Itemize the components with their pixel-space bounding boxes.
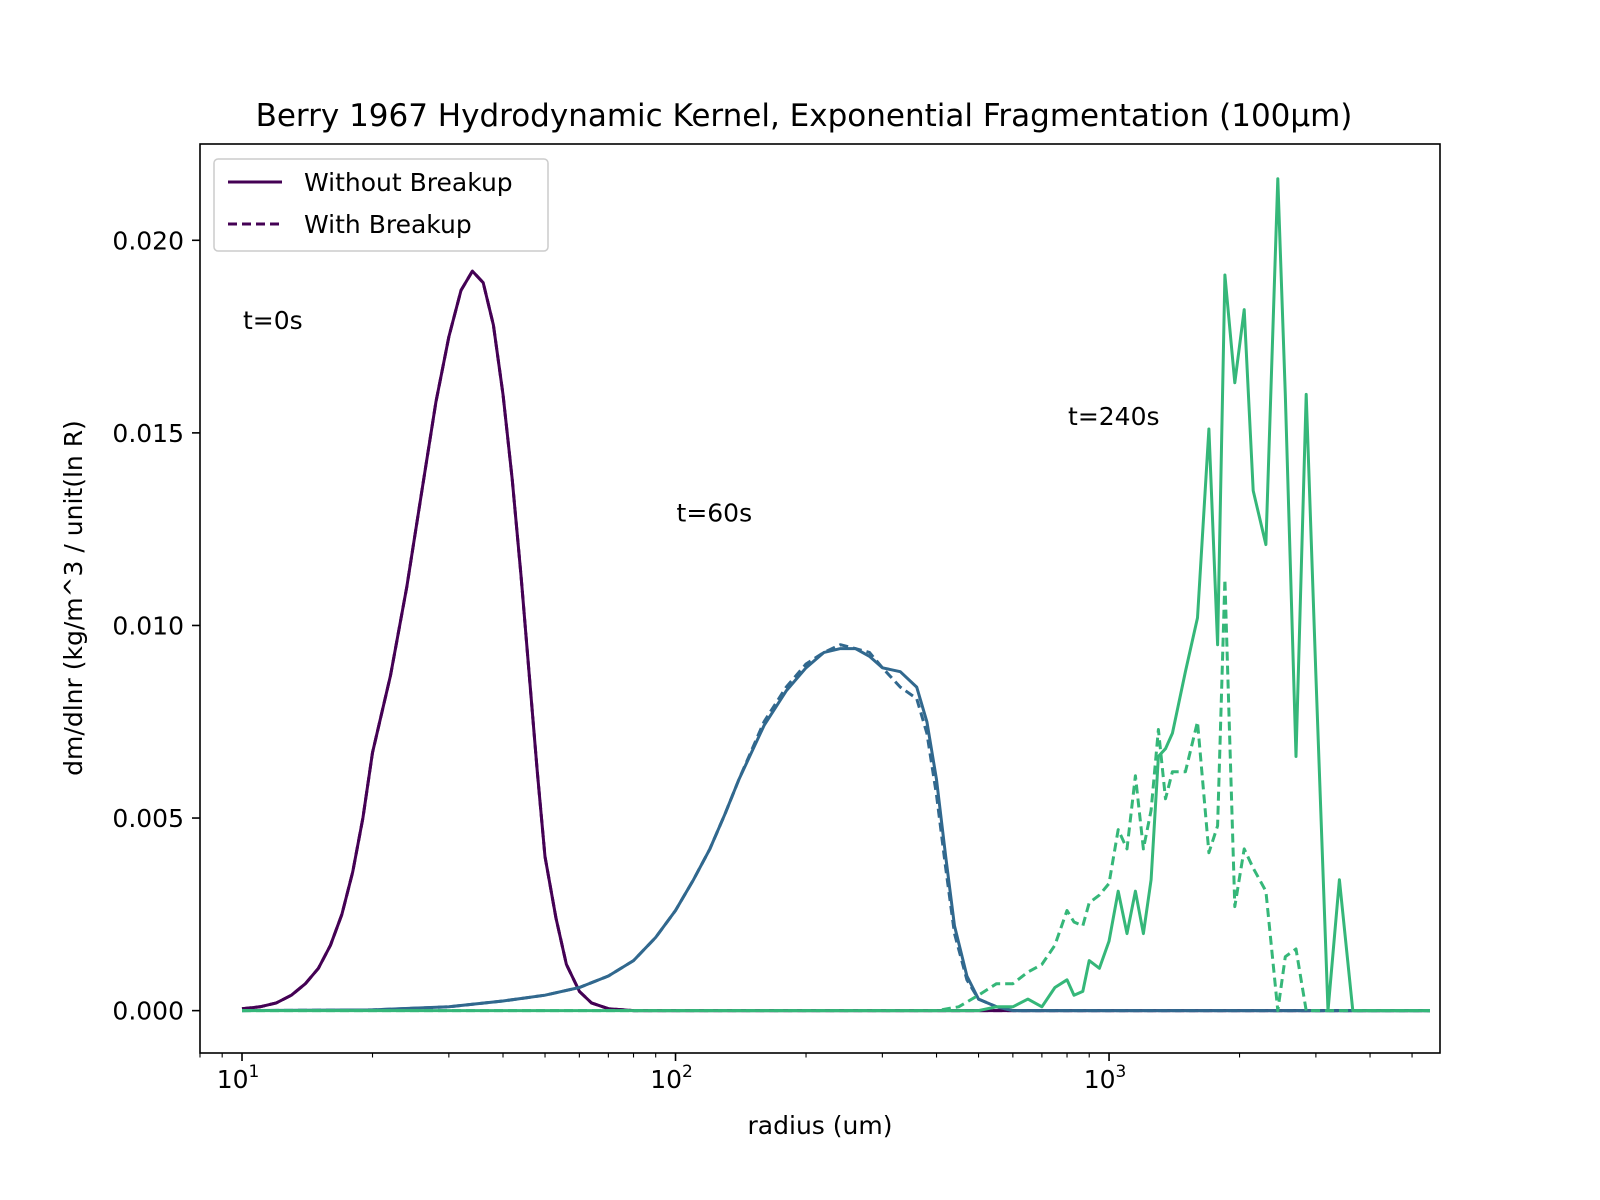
series-line-t0-dashed xyxy=(241,269,1430,1013)
x-tick-label: 102 xyxy=(650,1062,693,1094)
series-line-t240-dashed xyxy=(242,577,1430,1013)
plot-frame xyxy=(199,143,1441,1054)
series-line-t0-solid xyxy=(241,269,1430,1013)
legend-box xyxy=(213,158,549,252)
series-line-t60-dashed xyxy=(241,643,1430,1013)
y-tick-label: 0.005 xyxy=(112,804,184,833)
series-line-t60-solid xyxy=(241,647,1430,1013)
annotation-label: t=240s xyxy=(1068,402,1160,431)
plot-area xyxy=(241,177,1430,1013)
x-axis-label: radius (um) xyxy=(748,1111,893,1140)
x-tick-label: 101 xyxy=(217,1062,260,1094)
annotations: t=0s t=60s t=240s xyxy=(243,306,1160,528)
y-tick-label: 0.020 xyxy=(112,226,184,255)
annotation-label: t=0s xyxy=(243,306,303,335)
y-tick-label: 0.000 xyxy=(112,997,184,1026)
y-axis-label: dm/dlnr (kg/m^3 / unit(ln R) xyxy=(59,420,88,776)
x-axis: 101 102 103 xyxy=(199,1053,1413,1094)
x-tick-label: 103 xyxy=(1084,1062,1127,1094)
chart-title: Berry 1967 Hydrodynamic Kernel, Exponent… xyxy=(256,98,1353,134)
legend: Without Breakup With Breakup xyxy=(213,158,549,252)
y-tick-label: 0.010 xyxy=(112,611,184,640)
y-axis: 0.000 0.005 0.010 0.015 0.020 xyxy=(112,226,200,1026)
annotation-label: t=60s xyxy=(677,498,753,527)
legend-label: With Breakup xyxy=(304,210,472,239)
series-line-t240-solid xyxy=(242,177,1430,1013)
y-tick-label: 0.015 xyxy=(112,419,184,448)
legend-label: Without Breakup xyxy=(304,168,513,197)
